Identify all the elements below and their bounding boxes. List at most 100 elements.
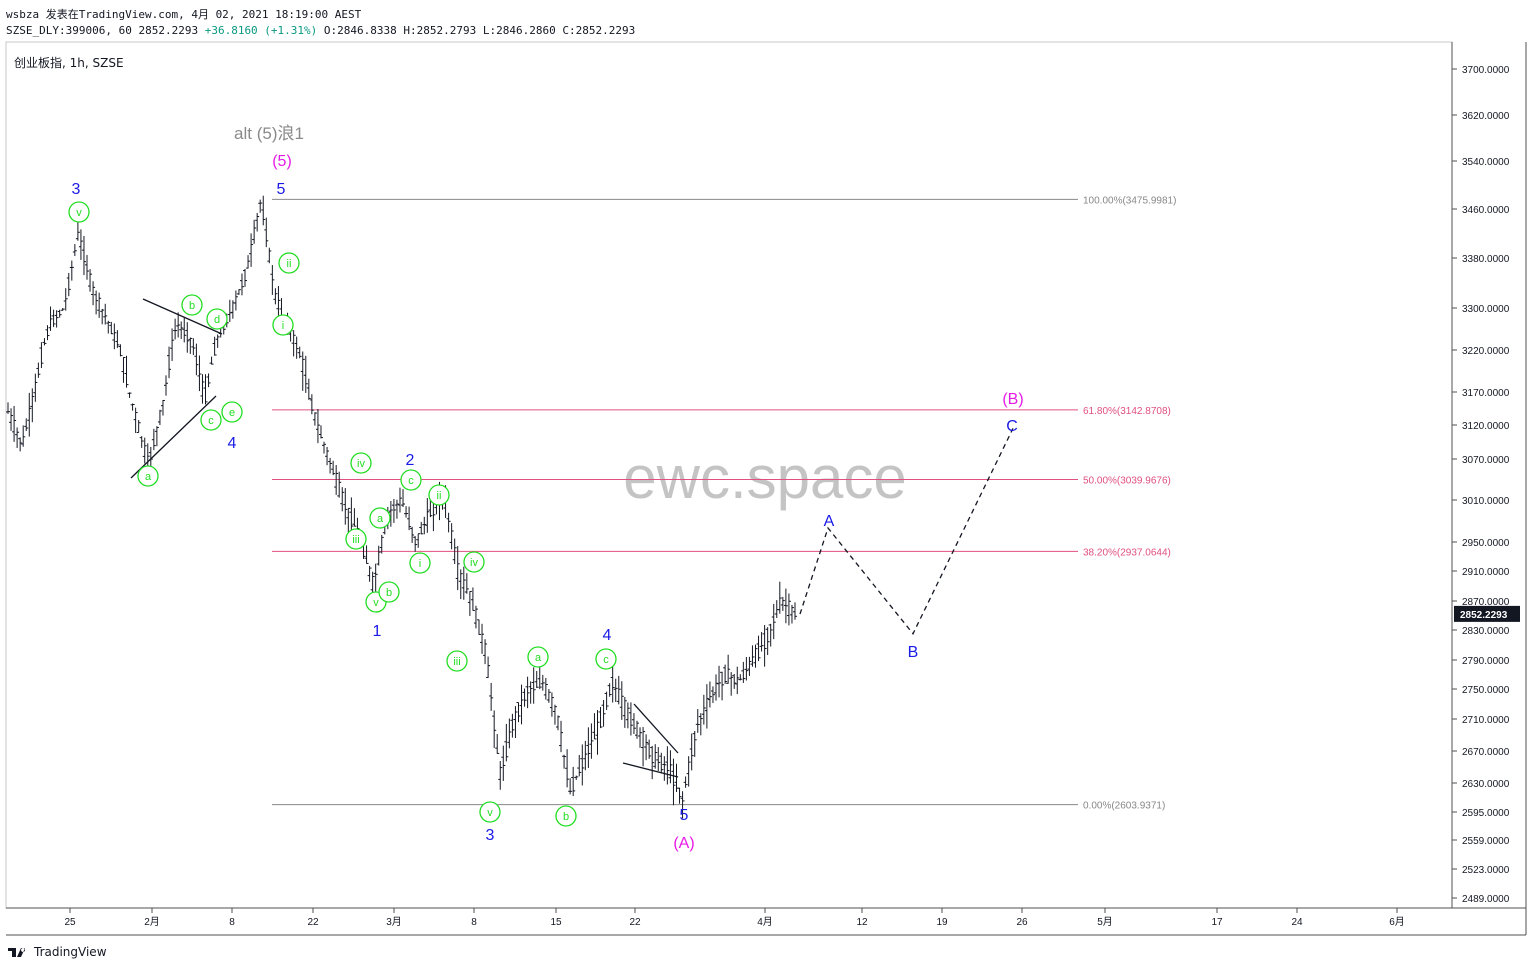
footer-brand[interactable]: TradingView: [8, 945, 107, 959]
circled-wave-marker: [409, 552, 431, 574]
time-tick-label: 8: [229, 917, 235, 928]
ohlc-row: SZSE_DLY:399006, 60 2852.2293 +36.8160 (…: [6, 24, 635, 37]
circled-wave-marker: [479, 801, 501, 823]
price-tick-label: 3300.0000: [1462, 304, 1510, 315]
circled-wave-marker: [595, 648, 617, 670]
circled-wave-label: a: [377, 513, 384, 525]
circled-wave-marker: [137, 465, 159, 487]
circled-wave-label: b: [189, 300, 195, 312]
wave-label: 2: [406, 452, 415, 469]
price-tick-label: 3070.0000: [1462, 455, 1510, 466]
time-tick-label: 4月: [757, 916, 773, 928]
fib-level-label: 50.00%(3039.9676): [1083, 476, 1171, 487]
price-tick-label: 2523.0000: [1462, 865, 1510, 876]
circled-wave-label: iii: [352, 534, 359, 546]
current-price-tag: [1454, 605, 1520, 622]
time-tick-label: 8: [471, 917, 477, 928]
circled-wave-label: iv: [470, 557, 478, 569]
price-tick-label: 2830.0000: [1462, 626, 1510, 637]
price-tick-label: 2595.0000: [1462, 808, 1510, 819]
circled-wave-marker: [378, 581, 400, 603]
circled-wave-marker: [527, 646, 549, 668]
price-tick-label: 3170.0000: [1462, 388, 1510, 399]
circled-wave-marker: [206, 308, 228, 330]
high-value: 2852.2793: [416, 24, 477, 37]
circled-wave-label: v: [373, 597, 379, 609]
price-tick-label: 3120.0000: [1462, 421, 1510, 432]
wave-label: 4: [228, 435, 237, 452]
alt-count-title: alt (5)浪1: [234, 124, 304, 143]
price-tick-label: 2790.0000: [1462, 656, 1510, 667]
wedge-lower-line: [622, 762, 679, 778]
time-tick-label: 5月: [1097, 916, 1113, 928]
close-label: C:: [562, 24, 576, 37]
triangle-lower-line: [130, 395, 217, 479]
wave-label: 5: [277, 181, 286, 198]
price-change: +36.8160 (+1.31%): [204, 24, 318, 37]
circled-wave-marker: [278, 252, 300, 274]
price-tick-label: 2710.0000: [1462, 715, 1510, 726]
time-tick-label: 26: [1016, 917, 1028, 928]
circled-wave-marker: [350, 452, 372, 474]
time-axis[interactable]: 25 2月 8 22 3月 8 15 22 4月 12 19 26 5月 17 24 6月: [6, 907, 1526, 936]
wave-label: A: [824, 513, 835, 530]
circled-wave-marker: [272, 314, 294, 336]
price-tick-label: 3220.0000: [1462, 346, 1510, 357]
close-value: 2852.2293: [575, 24, 636, 37]
price-bars: [6, 195, 797, 819]
time-tick-label: 17: [1211, 917, 1223, 928]
fib-level-label: 38.20%(2937.0644): [1083, 547, 1171, 558]
circled-wave-marker: [221, 401, 243, 423]
circled-wave-marker: [463, 551, 485, 573]
tradingview-logo-icon: [8, 948, 26, 957]
circled-wave-marker: [555, 805, 577, 827]
price-tick-label: 3010.0000: [1462, 496, 1510, 507]
time-tick-label: 22: [307, 917, 319, 928]
brand-name: TradingView: [34, 945, 107, 959]
fib-retracement[interactable]: 100.00%(3475.9981) 61.80%(3142.8708) 50.00…: [272, 195, 1176, 812]
wave-label: 3: [72, 181, 81, 198]
price-tick-label: 2750.0000: [1462, 685, 1510, 696]
time-tick-label: 24: [1291, 917, 1303, 928]
wave-label: C: [1006, 418, 1018, 435]
price-tick-label: 2630.0000: [1462, 779, 1510, 790]
price-tick-label: 2489.0000: [1462, 894, 1510, 905]
last-price: 2852.2293: [138, 24, 199, 37]
wave-label: 4: [603, 627, 612, 644]
circled-wave-marker: [68, 201, 90, 223]
circled-wave-marker: [345, 528, 367, 550]
circled-wave-label: i: [419, 558, 421, 570]
circled-wave-label: ii: [287, 258, 292, 270]
circled-wave-label: c: [408, 475, 414, 487]
chart-grid: ewc.space: [5, 41, 1453, 909]
price-tick-label: 2910.0000: [1462, 567, 1510, 578]
price-tick-label: 3540.0000: [1462, 157, 1510, 168]
circled-wave-label: iii: [453, 656, 460, 668]
wave-label-5-primary: (5): [272, 153, 292, 170]
high-label: H:: [403, 24, 417, 37]
drawings[interactable]: [130, 298, 1014, 778]
time-tick-label: 22: [629, 917, 641, 928]
wave-label: 5: [680, 807, 689, 824]
price-tick-label: 3380.0000: [1462, 254, 1510, 265]
projection-path: [799, 428, 1014, 635]
price-tick-label: 2950.0000: [1462, 538, 1510, 549]
wave-label-A-primary: (A): [673, 835, 694, 852]
triangle-upper-line: [142, 298, 223, 335]
circled-wave-label: a: [145, 471, 152, 483]
fib-level-label: 100.00%(3475.9981): [1083, 195, 1176, 206]
circled-wave-marker: [181, 294, 203, 316]
wave-label-B-primary: (B): [1002, 391, 1023, 408]
price-tick-label: 2559.0000: [1462, 836, 1510, 847]
wave-labels: alt (5)浪1(5)3 5412345(A)(B)ABCvbdaceiiiiv…: [68, 124, 1024, 852]
wedge-upper-line: [633, 703, 679, 754]
low-value: 2846.2860: [496, 24, 556, 37]
time-tick-label: 25: [64, 917, 76, 928]
price-tick-label: 3620.0000: [1462, 111, 1510, 122]
time-tick-label: 2月: [144, 916, 160, 928]
watermark: ewc.space: [623, 444, 906, 511]
price-axis[interactable]: 3700.0000 3620.0000 3540.0000 3460.0000 3380…: [1451, 42, 1527, 935]
circled-wave-label: b: [386, 587, 392, 599]
circled-wave-marker: [369, 507, 391, 529]
